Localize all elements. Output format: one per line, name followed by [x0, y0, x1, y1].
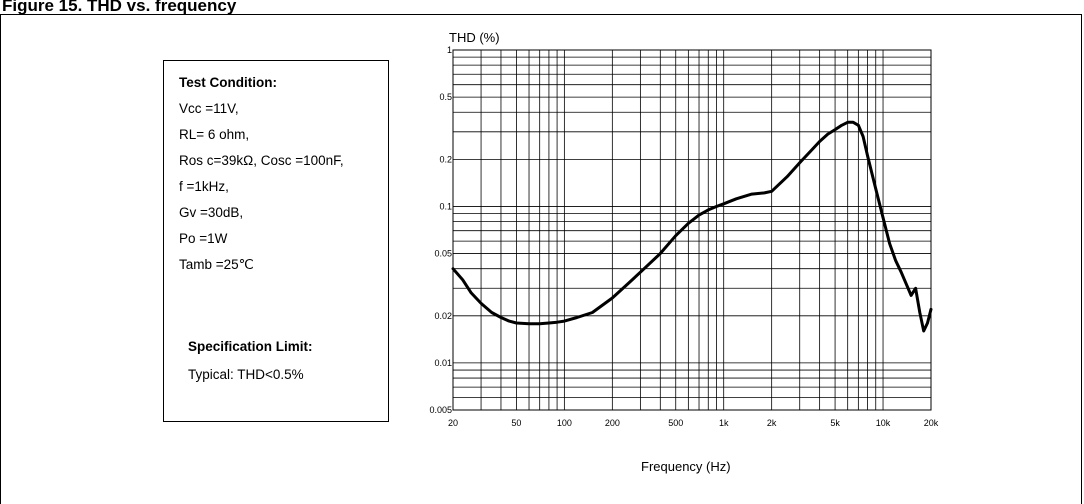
condition-vcc: Vcc =11V, [179, 101, 239, 116]
test-condition-box: Test Condition: Vcc =11V, RL= 6 ohm, Ros… [163, 60, 389, 422]
y-tick-label: 0.1 [439, 201, 452, 211]
x-tick-label: 20 [448, 418, 458, 428]
condition-osc: Ros c=39kΩ, Cosc =100nF, [179, 153, 344, 168]
x-tick-label: 100 [557, 418, 572, 428]
x-tick-label: 5k [830, 418, 840, 428]
figure-heading: Figure 15. THD vs. frequency [2, 0, 237, 15]
condition-power: Po =1W [179, 231, 228, 246]
y-axis-label: THD (%) [449, 30, 500, 45]
x-tick-label: 200 [605, 418, 620, 428]
x-tick-label: 500 [668, 418, 683, 428]
chart-ticks: 20 50 100 200 500 1k 2k 5k 10k 20k 0.005 0.01 0.02 0.… [429, 45, 938, 428]
y-tick-label: 0.2 [439, 154, 452, 164]
thd-curve [451, 120, 933, 333]
y-tick-label: 0.05 [434, 249, 452, 259]
y-tick-label: 1 [447, 45, 452, 55]
chart-grid [452, 50, 932, 411]
x-tick-label: 50 [511, 418, 521, 428]
test-condition-title: Test Condition: [179, 75, 277, 90]
condition-frequency: f =1kHz, [179, 179, 229, 194]
condition-rl: RL= 6 ohm, [179, 127, 250, 142]
y-tick-label: 0.005 [429, 405, 452, 415]
figure-frame [0, 14, 1082, 504]
spec-limit-title: Specification Limit: [188, 339, 313, 354]
x-tick-label: 1k [719, 418, 729, 428]
condition-gain: Gv =30dB, [179, 205, 244, 220]
y-tick-label: 0.5 [439, 92, 452, 102]
x-tick-label: 10k [876, 418, 891, 428]
spec-limit-value: Typical: THD<0.5% [188, 367, 304, 382]
plot-area-border [452, 49, 932, 411]
condition-tamb: Tamb =25℃ [179, 257, 254, 272]
y-tick-label: 0.01 [434, 358, 452, 368]
y-tick-label: 0.02 [434, 311, 452, 321]
x-tick-label: 2k [767, 418, 777, 428]
x-tick-label: 20k [924, 418, 939, 428]
x-axis-label: Frequency (Hz) [641, 459, 731, 474]
